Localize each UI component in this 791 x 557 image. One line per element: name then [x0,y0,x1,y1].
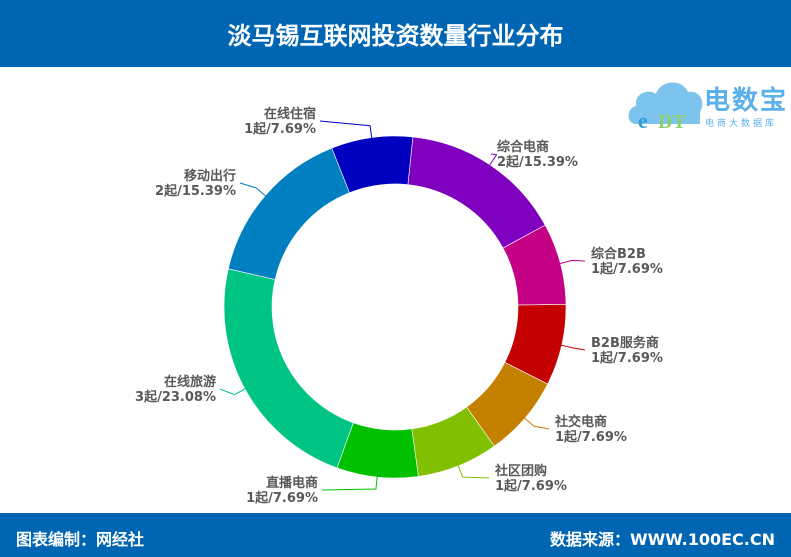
slice-label: 社交电商 1起/7.69% [555,415,627,445]
slice-value: 1起/7.69% [591,351,663,366]
leader-line [239,182,268,198]
title-bar: 淡马锡互联网投资数量行业分布 [0,0,791,67]
leader-line [522,416,550,430]
slice-name: 在线住宿 [263,107,316,122]
chart-title: 淡马锡互联网投资数量行业分布 [227,22,564,50]
slice-name: 综合B2B [591,247,646,262]
slice-name: 社交电商 [555,415,608,430]
leader-line [558,259,586,265]
slice-value: 2起/15.39% [155,184,236,199]
slice-value: 2起/15.39% [497,155,578,170]
svg-text:DT: DT [658,111,686,133]
donut-slice [331,135,414,194]
slice-label: B2B服务商 1起/7.69% [591,336,663,366]
slice-label: 综合电商 2起/15.39% [497,140,578,170]
cloud-logo-icon: e DT [628,82,703,133]
slice-label: 综合B2B 1起/7.69% [591,247,663,277]
slice-value: 1起/7.69% [246,491,318,506]
slice-name: 直播电商 [265,476,318,491]
slice-value: 1起/7.69% [244,122,316,137]
slice-label: 直播电商 1起/7.69% [246,476,318,506]
slice-name: 在线旅游 [163,375,216,390]
chart-credit: 图表编制：网经社 [16,530,145,549]
slice-label: 移动出行 2起/15.39% [155,169,236,199]
svg-text:e: e [638,108,648,133]
edt-logo: e DT 电数宝 电商大数据库 [626,72,791,134]
logo-subtitle: 电商大数据库 [705,119,778,129]
slice-name: 综合电商 [497,140,550,155]
slice-name: B2B服务商 [591,336,659,351]
leader-line [321,475,378,491]
donut-slice [227,147,350,280]
donut-slice [223,268,354,469]
slice-label: 在线旅游 3起/23.08% [135,375,216,405]
slice-value: 3起/23.08% [135,390,216,405]
logo-brand: 电数宝 [704,86,789,116]
slice-value: 1起/7.69% [495,479,567,494]
leader-line [219,387,247,396]
leader-line [457,463,490,479]
footer-bar: 图表编制：网经社 数据来源：WWW.100EC.CN [0,513,791,557]
slice-name: 社区团购 [495,464,548,479]
data-source: 数据来源：WWW.100EC.CN [549,530,775,549]
slice-label: 在线住宿 1起/7.69% [244,107,316,137]
leader-line [319,120,373,140]
slice-value: 1起/7.69% [555,430,627,445]
slice-value: 1起/7.69% [591,262,663,277]
leader-line [488,153,498,167]
leader-line [559,344,586,351]
slice-name: 移动出行 [183,169,236,184]
slice-label: 社区团购 1起/7.69% [495,464,567,494]
